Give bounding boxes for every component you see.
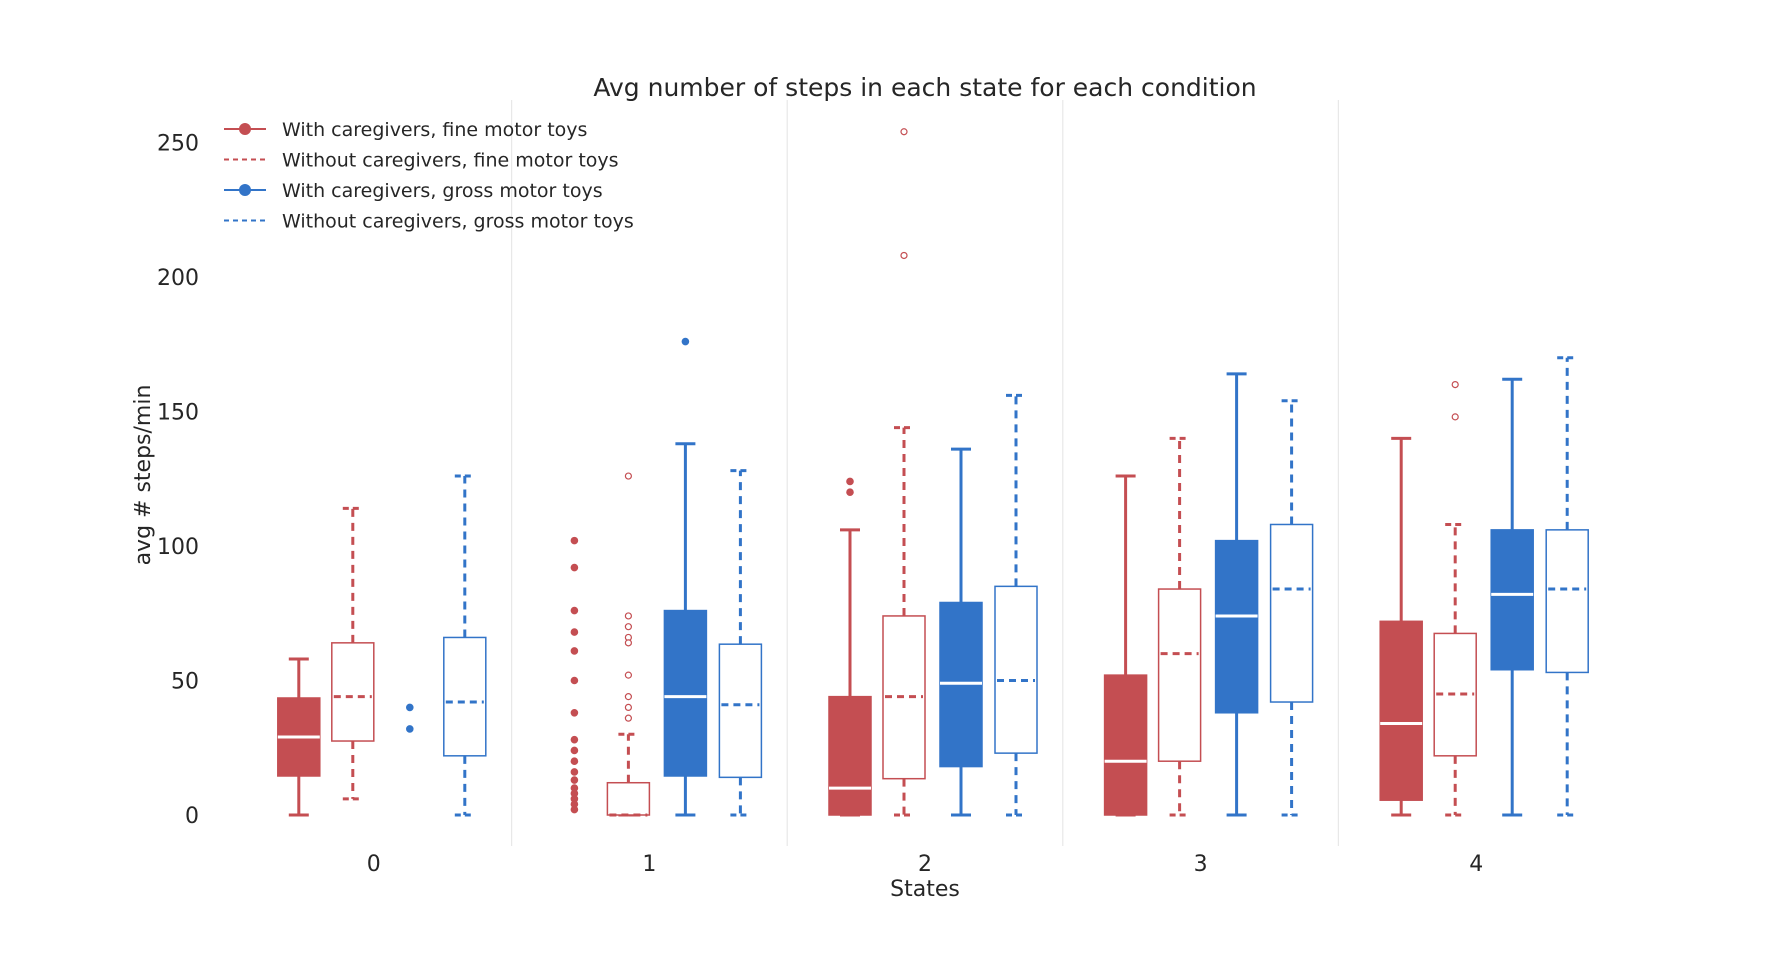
outlier-point xyxy=(570,805,579,814)
x-tick-label: 2 xyxy=(918,852,932,877)
box-group xyxy=(663,337,708,817)
outlier-point xyxy=(570,606,579,615)
box-body xyxy=(718,643,763,779)
box-body xyxy=(828,695,872,816)
y-tick-label: 100 xyxy=(157,535,199,560)
outlier-point xyxy=(624,714,633,722)
box-group xyxy=(606,472,651,817)
box-group xyxy=(718,469,763,817)
outlier-point xyxy=(570,776,579,784)
legend: With caregivers, fine motor toys Without … xyxy=(224,119,634,233)
x-axis-label: States xyxy=(890,877,960,902)
x-tick-label: 1 xyxy=(642,852,656,877)
outlier-point xyxy=(570,563,579,572)
box-group xyxy=(1433,381,1477,817)
box-body xyxy=(331,642,375,742)
box-group xyxy=(1214,372,1259,817)
box-group xyxy=(277,657,321,817)
state-separators xyxy=(511,100,1340,846)
outlier-point xyxy=(846,477,854,486)
box-body xyxy=(1157,588,1202,762)
chart-title: Avg number of steps in each state for ea… xyxy=(593,73,1256,102)
outlier-point xyxy=(900,128,908,136)
box-group xyxy=(994,393,1038,817)
box-group xyxy=(1379,436,1423,817)
outlier-point xyxy=(846,488,854,497)
y-tick-label: 0 xyxy=(185,804,199,829)
x-tick-label: 3 xyxy=(1194,852,1208,877)
outlier-point xyxy=(570,536,579,545)
box-group xyxy=(1103,474,1148,817)
outlier-point xyxy=(900,251,908,260)
outlier-point xyxy=(624,472,633,480)
outlier-point xyxy=(681,337,690,346)
y-tick-label: 200 xyxy=(157,266,199,291)
x-tick-label: 4 xyxy=(1469,852,1483,877)
box-group xyxy=(1545,356,1589,817)
y-tick-label: 250 xyxy=(157,132,199,157)
outlier-point xyxy=(570,628,579,636)
y-tick-label: 50 xyxy=(171,670,199,695)
outlier-point xyxy=(570,647,579,655)
outlier-point xyxy=(570,708,579,717)
box-group xyxy=(443,474,487,817)
box-group xyxy=(406,703,414,733)
box-body xyxy=(443,636,487,757)
outlier-point xyxy=(406,725,414,733)
x-tick-label: 0 xyxy=(367,852,381,877)
legend-swatch-marker xyxy=(239,184,251,196)
outlier-point xyxy=(570,746,579,755)
legend-label: Without caregivers, gross motor toys xyxy=(282,211,634,233)
box-body xyxy=(1545,529,1589,674)
box-group xyxy=(1269,399,1314,817)
box-body xyxy=(1103,674,1148,816)
outlier-point xyxy=(570,757,579,766)
y-tick-label: 150 xyxy=(157,401,199,426)
box-body xyxy=(994,585,1038,754)
outlier-point xyxy=(570,768,579,776)
box-body xyxy=(663,609,708,777)
outlier-point xyxy=(624,703,633,712)
box-groups xyxy=(277,128,1589,817)
legend-swatch-marker xyxy=(239,123,251,135)
legend-label: Without caregivers, fine motor toys xyxy=(282,150,619,172)
outlier-point xyxy=(570,676,579,685)
outlier-point xyxy=(624,693,633,701)
y-axis-label: avg # steps/min xyxy=(131,385,156,566)
outlier-point xyxy=(624,639,633,647)
x-tick-labels: 0 1 2 3 4 xyxy=(367,852,1483,877)
outlier-point xyxy=(1451,413,1459,421)
box-group xyxy=(828,477,872,817)
outlier-point xyxy=(624,671,633,679)
box-group xyxy=(882,128,926,817)
box-group xyxy=(331,506,375,801)
box-group xyxy=(1490,377,1534,817)
outlier-point xyxy=(1451,381,1459,389)
box-group xyxy=(1157,436,1202,817)
box-body xyxy=(1214,539,1259,714)
outlier-point xyxy=(406,703,414,712)
legend-label: With caregivers, gross motor toys xyxy=(282,180,603,202)
outlier-point xyxy=(624,612,633,620)
box-group xyxy=(939,447,983,817)
outlier-point xyxy=(624,623,633,631)
y-tick-labels: 0 50 100 150 200 250 xyxy=(157,132,199,830)
legend-label: With caregivers, fine motor toys xyxy=(282,119,587,141)
box-body xyxy=(1490,529,1534,671)
box-body xyxy=(1379,620,1423,801)
box-group xyxy=(570,536,579,814)
outlier-point xyxy=(570,735,579,744)
box-body xyxy=(1269,523,1314,703)
box-body xyxy=(606,781,651,816)
